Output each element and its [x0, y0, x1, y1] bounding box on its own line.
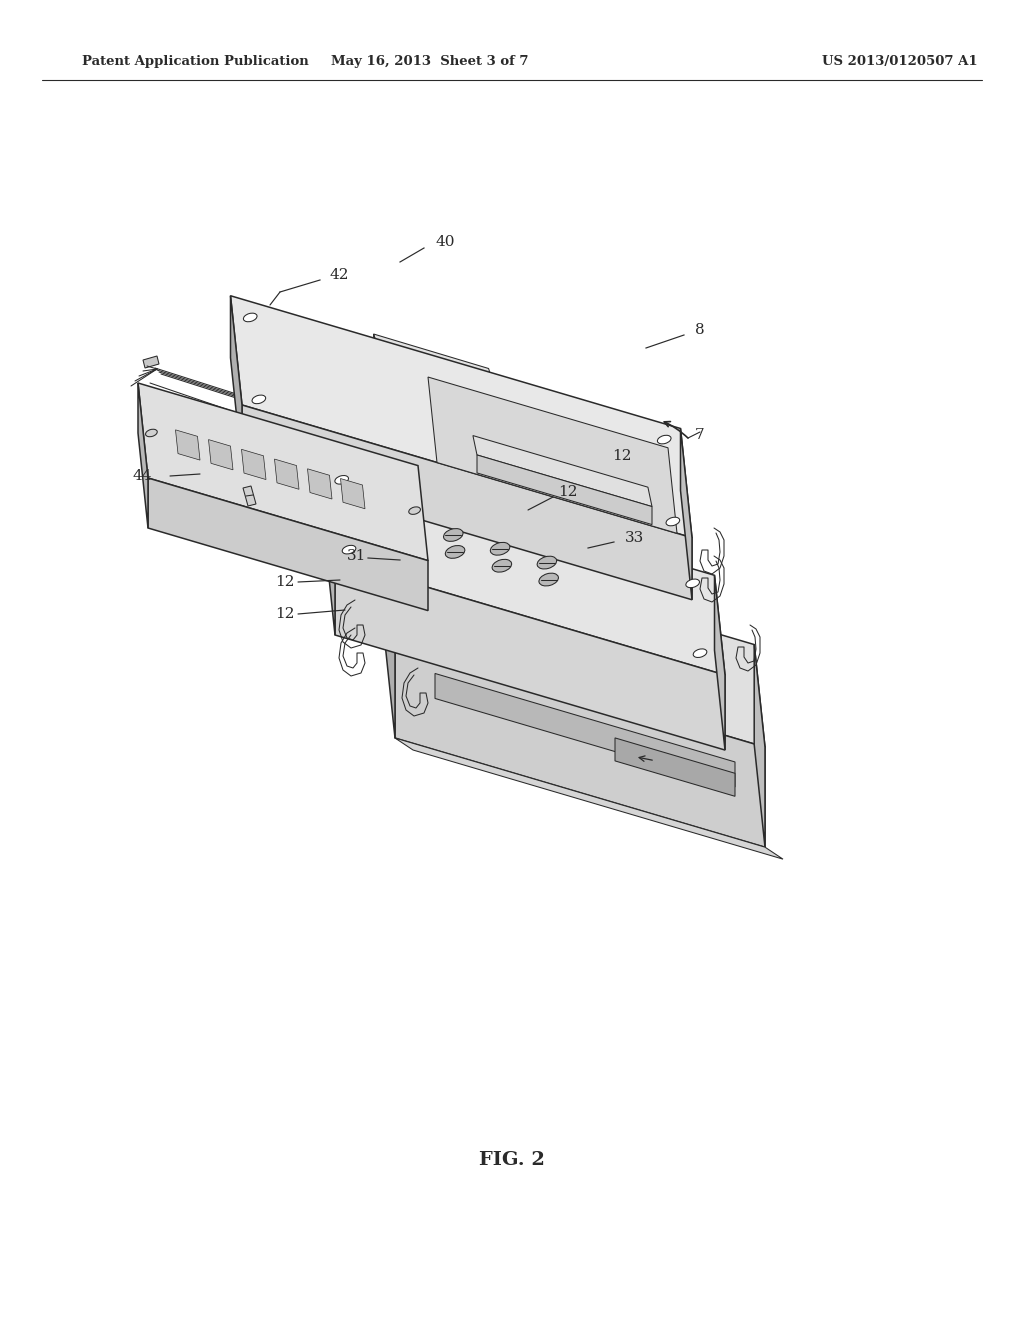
Text: May 16, 2013  Sheet 3 of 7: May 16, 2013 Sheet 3 of 7 — [331, 55, 528, 69]
Text: 12: 12 — [275, 607, 295, 620]
Ellipse shape — [445, 545, 465, 558]
Text: FIG. 2: FIG. 2 — [479, 1151, 545, 1170]
Polygon shape — [243, 486, 256, 506]
Polygon shape — [325, 461, 335, 635]
Polygon shape — [138, 383, 148, 528]
Polygon shape — [392, 425, 395, 446]
Text: 42: 42 — [330, 268, 349, 282]
Text: Patent Application Publication: Patent Application Publication — [82, 55, 309, 69]
Text: 40: 40 — [435, 235, 455, 249]
Polygon shape — [615, 738, 735, 796]
Ellipse shape — [538, 556, 557, 569]
Polygon shape — [374, 334, 500, 407]
Ellipse shape — [443, 528, 463, 541]
Ellipse shape — [409, 507, 421, 515]
Polygon shape — [384, 536, 765, 747]
Polygon shape — [755, 644, 765, 847]
Ellipse shape — [252, 395, 265, 404]
Polygon shape — [230, 296, 242, 467]
Polygon shape — [360, 428, 395, 446]
Polygon shape — [395, 738, 783, 859]
Polygon shape — [335, 560, 725, 750]
Text: 12: 12 — [612, 449, 632, 463]
Ellipse shape — [145, 429, 158, 437]
Polygon shape — [715, 576, 725, 750]
Polygon shape — [242, 405, 692, 599]
Text: 33: 33 — [625, 531, 644, 545]
Polygon shape — [209, 440, 233, 470]
Polygon shape — [428, 378, 677, 533]
Ellipse shape — [493, 560, 512, 572]
Polygon shape — [403, 375, 475, 403]
Ellipse shape — [666, 517, 680, 525]
Polygon shape — [325, 461, 725, 675]
Text: 31: 31 — [347, 549, 367, 564]
Text: US 2013/0120507 A1: US 2013/0120507 A1 — [822, 55, 978, 69]
Ellipse shape — [539, 573, 558, 586]
Polygon shape — [138, 383, 428, 561]
Text: 12: 12 — [275, 576, 295, 589]
Polygon shape — [374, 334, 385, 393]
Polygon shape — [230, 296, 692, 537]
Polygon shape — [307, 469, 332, 499]
Ellipse shape — [490, 543, 510, 556]
Ellipse shape — [657, 436, 671, 444]
Polygon shape — [435, 673, 735, 787]
Polygon shape — [681, 429, 692, 599]
Polygon shape — [242, 449, 266, 479]
Text: 8: 8 — [695, 323, 705, 337]
Ellipse shape — [686, 579, 699, 587]
Polygon shape — [473, 436, 652, 507]
Ellipse shape — [335, 475, 348, 484]
Ellipse shape — [342, 545, 356, 554]
Polygon shape — [274, 459, 299, 490]
Polygon shape — [477, 455, 652, 524]
Polygon shape — [385, 372, 500, 429]
Ellipse shape — [693, 649, 707, 657]
Text: 12: 12 — [558, 484, 578, 499]
Polygon shape — [384, 536, 395, 738]
Polygon shape — [395, 638, 765, 847]
Polygon shape — [143, 356, 159, 368]
Polygon shape — [341, 479, 365, 508]
Polygon shape — [148, 478, 428, 611]
Polygon shape — [175, 430, 200, 461]
Text: 7: 7 — [695, 428, 705, 442]
Text: 44: 44 — [132, 469, 152, 483]
Ellipse shape — [244, 313, 257, 322]
Polygon shape — [359, 417, 395, 436]
